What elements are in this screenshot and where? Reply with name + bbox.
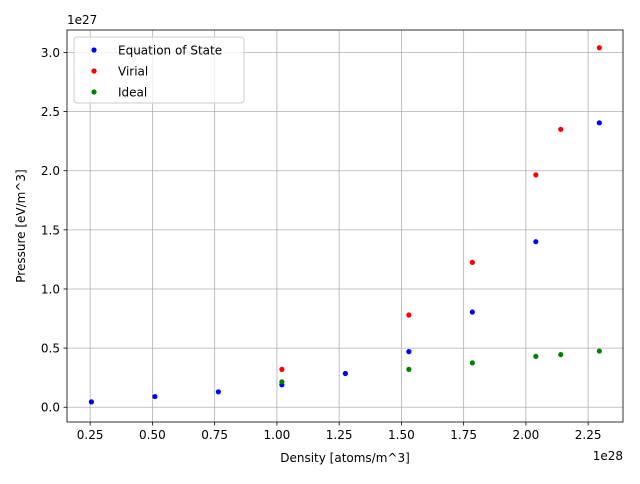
- x-tick-label: 0.25: [77, 428, 104, 442]
- legend-marker: [91, 89, 97, 95]
- x-axis-ticks: 0.25 0.50 0.75 1.00 1.25 1.50 1.75 2.00 2.25: [77, 422, 602, 442]
- x-tick-label: 0.75: [201, 428, 228, 442]
- y-tick-label: 2.5: [41, 105, 60, 119]
- data-point: [596, 120, 602, 126]
- y-tick-label: 1.0: [41, 282, 60, 296]
- data-point: [342, 370, 348, 377]
- y-tick-label: 1.5: [41, 223, 60, 237]
- legend-label: Ideal: [118, 86, 147, 100]
- data-point: [558, 126, 564, 132]
- y-axis-label: Pressure [eV/m^3]: [14, 169, 28, 282]
- y-axis-offset-label: 1e27: [67, 13, 97, 27]
- legend-item: Equation of State: [91, 44, 222, 58]
- y-axis-ticks: 0.0 0.5 1.0 1.5 2.0 2.5 3.0: [41, 46, 67, 415]
- legend-marker: [91, 47, 97, 53]
- x-tick-label: 1.00: [264, 428, 291, 442]
- data-point: [279, 379, 285, 385]
- legend-item: Ideal: [91, 86, 147, 100]
- data-point: [469, 360, 475, 366]
- data-point: [469, 259, 475, 265]
- data-point: [88, 399, 95, 405]
- data-points: [88, 45, 602, 405]
- legend: Equation of State Virial Ideal: [73, 36, 245, 104]
- data-point: [406, 366, 412, 372]
- x-axis-offset-label: 1e28: [593, 449, 623, 463]
- y-tick-label: 3.0: [41, 46, 60, 60]
- legend-label: Equation of State: [118, 44, 222, 58]
- legend-box: [73, 36, 245, 104]
- x-tick-label: 2.25: [575, 428, 602, 442]
- x-tick-label: 0.50: [139, 428, 166, 442]
- y-tick-label: 2.0: [41, 164, 60, 178]
- y-tick-label: 0.5: [41, 342, 60, 356]
- axes-frame: [66, 29, 624, 423]
- x-tick-label: 1.25: [326, 428, 353, 442]
- x-axis-label: Density [atoms/m^3]: [280, 451, 410, 465]
- x-tick-label: 1.50: [388, 428, 415, 442]
- legend-marker: [91, 68, 97, 74]
- legend-item: Virial: [91, 65, 148, 79]
- data-point: [596, 348, 602, 354]
- data-point: [596, 45, 602, 51]
- data-point: [215, 389, 221, 395]
- data-point: [533, 172, 539, 178]
- series-1: [279, 45, 602, 372]
- x-tick-label: 1.75: [450, 428, 477, 442]
- y-tick-label: 0.0: [41, 401, 60, 415]
- data-point: [558, 351, 564, 358]
- data-point: [406, 312, 412, 318]
- data-point: [533, 239, 539, 245]
- data-point: [152, 393, 158, 400]
- x-tick-label: 2.00: [513, 428, 540, 442]
- series-2: [279, 348, 602, 385]
- legend-label: Virial: [118, 65, 148, 79]
- data-point: [406, 349, 412, 355]
- data-point: [469, 309, 475, 315]
- data-point: [279, 366, 285, 372]
- data-point: [533, 353, 539, 359]
